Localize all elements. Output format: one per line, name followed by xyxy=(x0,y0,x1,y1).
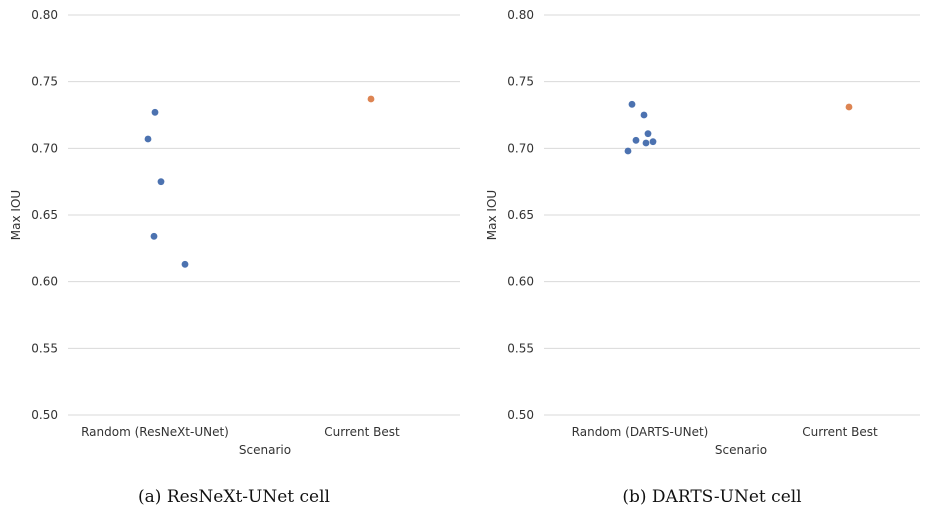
y-tick-label: 0.75 xyxy=(31,75,58,89)
y-axis-label: Max IOU xyxy=(485,190,499,240)
random-point xyxy=(649,138,657,146)
caption-a: (a) ResNeXt-UNet cell xyxy=(138,487,330,507)
current-best-point xyxy=(845,103,853,111)
caption-b: (b) DARTS-UNet cell xyxy=(622,487,801,507)
y-tick-label: 0.65 xyxy=(507,208,534,222)
x-tick-label: Current Best xyxy=(324,425,400,439)
y-tick-label: 0.75 xyxy=(507,75,534,89)
y-tick-label: 0.70 xyxy=(31,141,58,155)
random-point xyxy=(144,135,152,143)
y-tick-label: 0.50 xyxy=(31,408,58,422)
data-points xyxy=(624,100,853,155)
x-tick-label: Current Best xyxy=(802,425,878,439)
random-point xyxy=(628,100,636,108)
data-points xyxy=(144,95,375,268)
x-axis-label: Scenario xyxy=(239,443,291,457)
x-tick-labels: Random (DARTS-UNet) Current Best xyxy=(572,425,878,439)
random-point xyxy=(632,136,640,144)
random-point xyxy=(181,260,189,268)
gridlines xyxy=(68,14,460,416)
random-point xyxy=(157,178,165,186)
y-tick-label: 0.60 xyxy=(507,275,534,289)
random-point xyxy=(640,111,648,119)
chart-panel-b: 0.50 0.55 0.60 0.65 0.70 0.75 0.80 Random (DAR… xyxy=(485,8,920,507)
y-tick-label: 0.65 xyxy=(31,208,58,222)
y-axis-label: Max IOU xyxy=(9,190,23,240)
current-best-point xyxy=(367,95,375,103)
x-axis-label: Scenario xyxy=(715,443,767,457)
y-tick-label: 0.70 xyxy=(507,141,534,155)
x-tick-label: Random (ResNeXt-UNet) xyxy=(81,425,229,439)
y-tick-label: 0.55 xyxy=(31,341,58,355)
random-point xyxy=(151,108,159,116)
chart-panel-a: 0.50 0.55 0.60 0.65 0.70 0.75 0.80 Random (Res… xyxy=(9,8,460,507)
random-point xyxy=(150,232,158,240)
random-point xyxy=(642,139,650,147)
y-tick-label: 0.60 xyxy=(31,275,58,289)
gridlines xyxy=(544,14,920,416)
y-tick-label: 0.80 xyxy=(31,8,58,22)
y-tick-label: 0.55 xyxy=(507,341,534,355)
x-tick-labels: Random (ResNeXt-UNet) Current Best xyxy=(81,425,400,439)
y-tick-labels: 0.50 0.55 0.60 0.65 0.70 0.75 0.80 xyxy=(507,8,534,422)
random-point xyxy=(624,147,632,155)
y-tick-label: 0.50 xyxy=(507,408,534,422)
x-tick-label: Random (DARTS-UNet) xyxy=(572,425,709,439)
y-tick-label: 0.80 xyxy=(507,8,534,22)
y-tick-labels: 0.50 0.55 0.60 0.65 0.70 0.75 0.80 xyxy=(31,8,58,422)
random-point xyxy=(644,130,652,138)
